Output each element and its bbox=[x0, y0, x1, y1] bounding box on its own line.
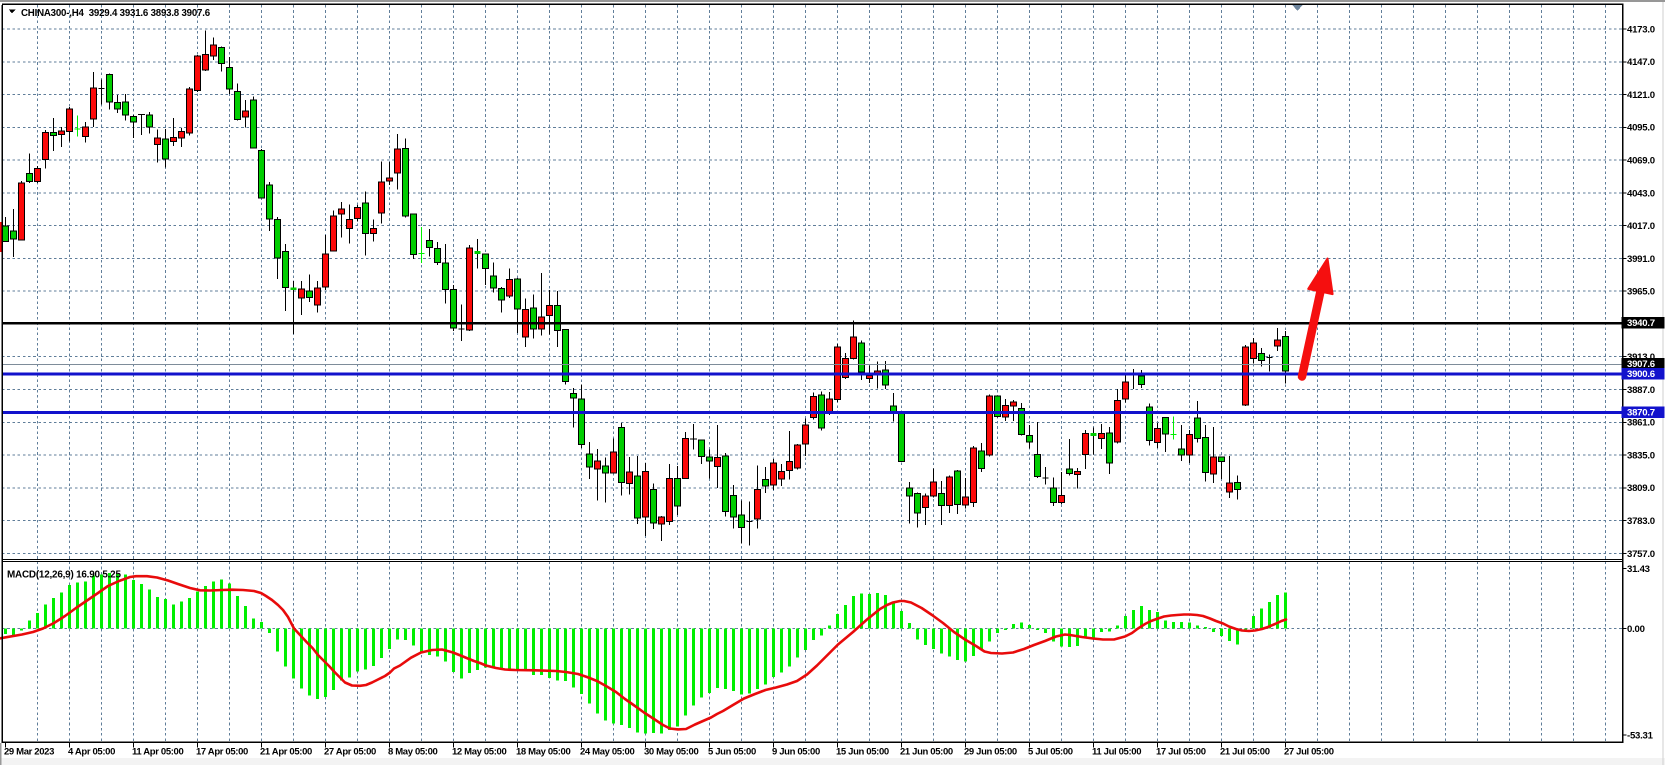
svg-text:27 Apr 05:00: 27 Apr 05:00 bbox=[324, 747, 376, 758]
svg-text:MACD(12,26,9) 16.90 5.25: MACD(12,26,9) 16.90 5.25 bbox=[7, 570, 121, 581]
svg-text:4147.0: 4147.0 bbox=[1627, 57, 1655, 68]
svg-text:CHINA300-,H4 3929.4 3931.6 38: CHINA300-,H4 3929.4 3931.6 3893.8 3907.6 bbox=[21, 8, 211, 19]
svg-text:4 Apr 05:00: 4 Apr 05:00 bbox=[68, 747, 115, 758]
svg-text:3940.7: 3940.7 bbox=[1627, 318, 1655, 329]
svg-text:21 Jun 05:00: 21 Jun 05:00 bbox=[900, 747, 953, 758]
svg-text:3991.0: 3991.0 bbox=[1627, 254, 1655, 265]
svg-text:18 May 05:00: 18 May 05:00 bbox=[516, 747, 570, 758]
svg-text:4043.0: 4043.0 bbox=[1627, 188, 1655, 199]
svg-text:4173.0: 4173.0 bbox=[1627, 24, 1655, 35]
svg-text:17 Jul 05:00: 17 Jul 05:00 bbox=[1156, 747, 1206, 758]
svg-text:3900.6: 3900.6 bbox=[1627, 369, 1655, 380]
svg-text:24 May 05:00: 24 May 05:00 bbox=[580, 747, 634, 758]
svg-text:17 Apr 05:00: 17 Apr 05:00 bbox=[196, 747, 248, 758]
svg-text:4017.0: 4017.0 bbox=[1627, 221, 1655, 232]
svg-text:3835.0: 3835.0 bbox=[1627, 450, 1655, 461]
svg-text:3913.0: 3913.0 bbox=[1627, 352, 1655, 363]
svg-text:3861.0: 3861.0 bbox=[1627, 418, 1655, 429]
svg-text:4095.0: 4095.0 bbox=[1627, 123, 1655, 134]
svg-text:4069.0: 4069.0 bbox=[1627, 156, 1655, 167]
svg-text:11 Jul 05:00: 11 Jul 05:00 bbox=[1092, 747, 1141, 758]
svg-text:8 May 05:00: 8 May 05:00 bbox=[388, 747, 438, 758]
svg-text:31.43: 31.43 bbox=[1627, 564, 1650, 575]
svg-text:21 Jul 05:00: 21 Jul 05:00 bbox=[1220, 747, 1270, 758]
svg-text:3907.6: 3907.6 bbox=[1627, 359, 1655, 370]
svg-text:3870.7: 3870.7 bbox=[1627, 408, 1655, 419]
svg-text:11 Apr 05:00: 11 Apr 05:00 bbox=[132, 747, 183, 758]
svg-text:30 May 05:00: 30 May 05:00 bbox=[644, 747, 698, 758]
svg-text:5 Jun 05:00: 5 Jun 05:00 bbox=[708, 747, 756, 758]
svg-text:27 Jul 05:00: 27 Jul 05:00 bbox=[1284, 747, 1334, 758]
svg-text:12 May 05:00: 12 May 05:00 bbox=[452, 747, 506, 758]
svg-text:-53.31: -53.31 bbox=[1627, 730, 1654, 741]
svg-text:29 Mar 2023: 29 Mar 2023 bbox=[4, 747, 54, 758]
svg-text:3757.0: 3757.0 bbox=[1627, 549, 1655, 560]
svg-text:9 Jun 05:00: 9 Jun 05:00 bbox=[772, 747, 820, 758]
svg-text:15 Jun 05:00: 15 Jun 05:00 bbox=[836, 747, 889, 758]
svg-text:21 Apr 05:00: 21 Apr 05:00 bbox=[260, 747, 312, 758]
svg-text:4121.0: 4121.0 bbox=[1627, 90, 1655, 101]
svg-text:3965.0: 3965.0 bbox=[1627, 287, 1655, 298]
svg-text:0.00: 0.00 bbox=[1627, 624, 1645, 635]
svg-text:3809.0: 3809.0 bbox=[1627, 483, 1655, 494]
svg-text:3783.0: 3783.0 bbox=[1627, 516, 1655, 527]
svg-text:29 Jun 05:00: 29 Jun 05:00 bbox=[964, 747, 1017, 758]
svg-text:3887.0: 3887.0 bbox=[1627, 385, 1655, 396]
svg-text:5 Jul 05:00: 5 Jul 05:00 bbox=[1028, 747, 1073, 758]
